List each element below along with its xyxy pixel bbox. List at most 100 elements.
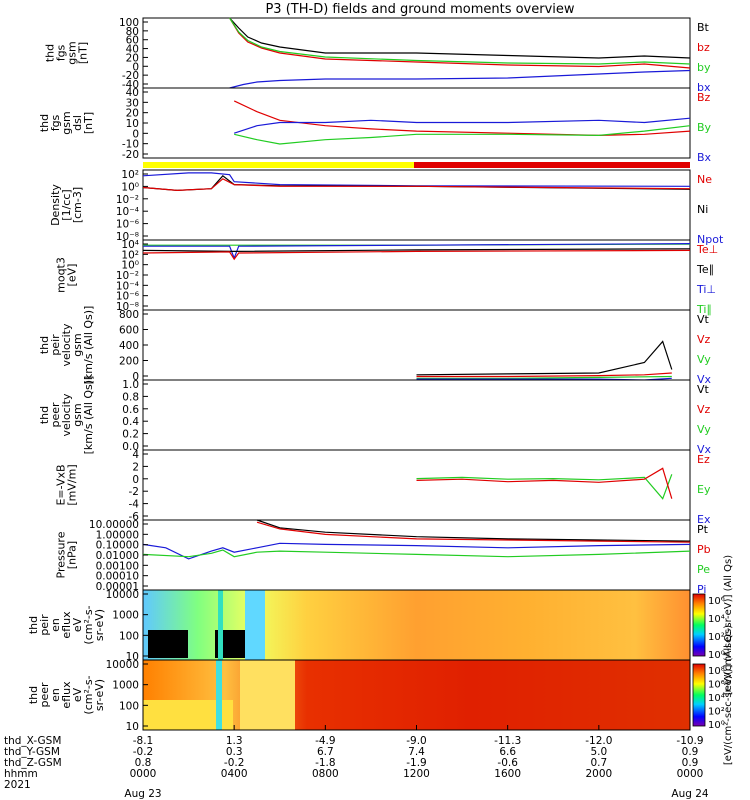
x-tick-x_gsm: 1.3	[226, 735, 243, 747]
panel-peer-vel: 1.00.80.60.40.20.0 thdpeervelocitygsm[km/…	[38, 376, 712, 456]
y-tick-label: 10000	[106, 659, 139, 671]
legend-entry: Npot	[697, 233, 724, 246]
y-tick-label: 10	[126, 651, 139, 663]
y-tick-label: 1000	[112, 680, 139, 692]
colorbar-label: [eV/(cm²-sec-sr-eV)] (All Qs)	[723, 555, 734, 695]
legend-entry: Bt	[697, 21, 710, 34]
y-axis-label: velocity	[60, 323, 73, 366]
y-axis-label: dsl	[71, 115, 84, 131]
y-tick-label: -40	[122, 79, 139, 91]
x-tick-z_gsm: 0.8	[135, 757, 152, 769]
colorbar-peir-spec	[692, 593, 706, 657]
y-tick-label: 10	[126, 118, 139, 130]
series-line	[416, 377, 672, 381]
y-tick-label: 10⁻⁸	[116, 231, 139, 243]
x-tick-x_gsm: -12.0	[585, 735, 612, 747]
y-tick-label: 0.00001	[96, 581, 139, 593]
y-tick-label: 0.2	[122, 429, 139, 441]
panel-peir-spec: 10⁶ 10⁴ 10² 10⁰[eV/(cm²-sec-sr-eV)] (All Qs…	[27, 555, 734, 695]
y-tick-label: 100	[119, 17, 139, 29]
y-tick-label: 400	[119, 340, 139, 352]
panel-frame	[142, 379, 691, 451]
x-tick-hhmm: 0000	[130, 768, 157, 780]
x-tick-hhmm: 0400	[221, 768, 248, 780]
panel-peer-spec: 10⁸ 10⁶ 10⁴ 10² 10⁰[eV/(cm²-sec-sr-eV)] (All…	[27, 625, 734, 765]
y-axis-label: thd	[44, 44, 57, 62]
legend-entry: Ni	[697, 203, 708, 216]
series-line	[233, 100, 691, 137]
legend-entry: Ti⊥	[696, 283, 716, 296]
x-tick-hhmm: 2000	[585, 768, 612, 780]
y-axis-label: gsm	[66, 41, 79, 64]
y-axis-label: en	[49, 688, 62, 702]
x-tick-z_gsm: -0.2	[224, 757, 245, 769]
legend-entry: by	[697, 61, 711, 74]
series-line	[142, 542, 691, 560]
colorbar-tick: 10⁸	[708, 666, 725, 677]
series-line	[416, 467, 673, 499]
spectrogram-region	[240, 660, 295, 730]
legend-entry: Vx	[697, 373, 712, 386]
legend-entry: Vt	[697, 383, 710, 396]
legend-entry: Pb	[697, 543, 711, 556]
x-axis-labels: thd_X-GSMthd_Y-GSMthd_Z-GSMhhmm2021-8.1-…	[4, 725, 709, 800]
x-tick-z_gsm: -1.9	[406, 757, 427, 769]
y-tick-label: 20	[126, 52, 139, 64]
y-axis-label: peer	[38, 682, 51, 708]
y-axis-label: gsm	[60, 111, 73, 134]
y-tick-label: 10⁻²	[116, 270, 139, 282]
y-axis-label: [nT]	[77, 42, 90, 64]
y-tick-label: 10⁴	[121, 239, 139, 251]
x-tick-hhmm: 0800	[312, 768, 339, 780]
x-row-label: 2021	[4, 779, 31, 791]
series-line	[234, 125, 691, 145]
y-axis-label: moqt3	[55, 257, 68, 293]
colorbar-tick: 10⁴	[708, 693, 725, 704]
y-tick-label: 60	[126, 35, 139, 47]
series-line	[416, 375, 672, 379]
y-tick-label: -20	[122, 70, 139, 82]
y-tick-label: 0.4	[122, 416, 139, 428]
y-tick-label: 10⁻⁸	[116, 301, 139, 313]
series-line	[234, 117, 691, 134]
x-tick-y_gsm: 6.7	[317, 746, 334, 758]
y-tick-label: 2	[132, 461, 139, 473]
legend-entry: Vt	[697, 313, 710, 326]
y-tick-label: 0.10000	[96, 540, 139, 552]
y-tick-label: 10²	[121, 249, 139, 261]
y-axis-label: E=-VxB	[55, 464, 68, 505]
y-axis-label: thd	[27, 686, 40, 704]
y-tick-label: 0.8	[122, 391, 139, 403]
y-tick-label: -6	[129, 511, 140, 523]
spectrogram-band	[245, 590, 265, 660]
y-tick-label: 10⁻⁶	[116, 291, 139, 303]
panel-efield: 420-2-4-6 E=-VxB[mV/m] Ez Ey Ex	[55, 449, 711, 526]
legend-entry: Ey	[697, 483, 711, 496]
y-axis-label: peir	[38, 614, 51, 636]
y-tick-label: 0	[132, 371, 139, 383]
y-tick-label: 10⁻²	[116, 194, 139, 206]
legend-entry: bx	[697, 81, 711, 94]
y-axis-label: fgs	[55, 44, 68, 61]
x-tick-x_gsm: -4.9	[315, 735, 336, 747]
series-line	[142, 549, 691, 558]
y-tick-label: 1.00000	[96, 529, 139, 541]
spectrogram-band	[216, 660, 222, 730]
x-row-label: thd_X-GSM	[4, 735, 61, 747]
y-axis-label: [eV]	[66, 264, 79, 287]
figure-title: P3 (TH-D) fields and ground moments over…	[265, 2, 574, 17]
y-axis-label: [nPa]	[66, 541, 79, 569]
panels: 100806040200-20-40thdfgsgsm[nT]Btbzbybx4…	[27, 17, 734, 765]
legend-entry: Te∥	[696, 263, 714, 276]
series-line	[142, 172, 691, 187]
mode-bar-yellow	[143, 162, 414, 168]
y-tick-label: 100	[119, 700, 139, 712]
y-axis-label: thd	[38, 336, 51, 354]
y-tick-label: 40	[126, 87, 139, 99]
y-tick-label: 1.0	[122, 379, 139, 391]
legend-entry: Vz	[697, 403, 711, 416]
colorbar-tick: 10²	[708, 707, 725, 718]
y-tick-label: -10	[122, 139, 139, 151]
mode-bar-red	[414, 162, 690, 168]
